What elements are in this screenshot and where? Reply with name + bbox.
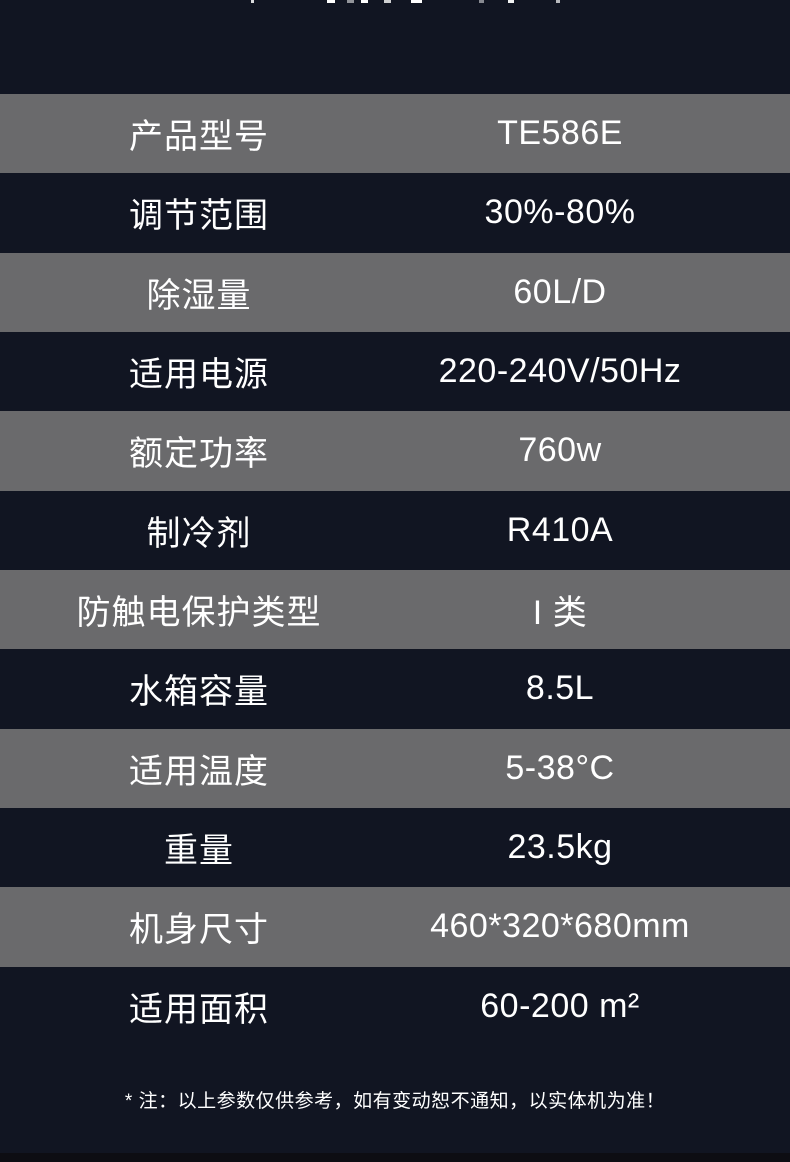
spec-label: 重量 [164,832,234,871]
spec-value: I 类 [532,594,588,633]
spec-row: 适用电源 220-240V/50Hz [0,331,790,412]
spec-value: 23.5kg [507,828,613,867]
spec-row: 调节范围 30%-80% [0,173,790,253]
spec-value: 60-200 m² [480,986,640,1025]
spec-row: 重量 23.5kg [0,807,790,888]
spec-value: 30%-80% [484,193,636,232]
footnote: * 注：以上参数仅供参考，如有变动恕不通知，以实体机为准！ [124,1091,666,1112]
spec-label: 额定功率 [129,435,269,474]
spec-table: 产品型号 TE586E 调节范围 30%-80% 除湿量 60L/D 适用电源 220-240… [0,94,790,1046]
spec-label: 适用面积 [129,990,269,1029]
spec-row: 产品型号 TE586E [0,94,790,174]
spec-row: 适用温度 5-38°C [0,728,790,808]
spec-value: 760w [518,431,602,470]
spec-row: 额定功率 760w [0,411,790,491]
spec-label: 制冷剂 [146,514,252,553]
spec-value: 460*320*680mm [430,907,690,946]
bottom-strip [0,1153,790,1162]
spec-row: 制冷剂 R410A [0,490,790,570]
spec-value: 220-240V/50Hz [438,352,682,391]
spec-value: R410A [506,510,614,549]
spec-label: 产品型号 [129,118,269,157]
spec-row: 适用面积 60-200 m² [0,966,790,1046]
spec-row: 除湿量 60L/D [0,252,790,332]
spec-value: 8.5L [525,669,595,708]
spec-row: 机身尺寸 460*320*680mm [0,887,790,967]
spec-label: 防触电保护类型 [76,594,322,633]
spec-label: 适用电源 [129,356,269,395]
spec-value: TE586E [497,114,623,153]
spec-label: 调节范围 [129,197,269,236]
spec-label: 机身尺寸 [129,911,269,950]
spec-label: 水箱容量 [129,673,269,712]
spec-value: 60L/D [513,272,607,311]
spec-label: 适用温度 [129,752,269,791]
spec-row: 防触电保护类型 I 类 [0,569,790,650]
spec-label: 除湿量 [146,276,252,315]
spec-value: 5-38°C [505,748,615,787]
spec-row: 水箱容量 8.5L [0,649,790,729]
